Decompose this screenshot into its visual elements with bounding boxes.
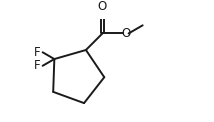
Text: F: F: [34, 46, 40, 59]
Text: O: O: [98, 0, 107, 13]
Text: O: O: [121, 27, 131, 40]
Text: F: F: [34, 59, 40, 72]
